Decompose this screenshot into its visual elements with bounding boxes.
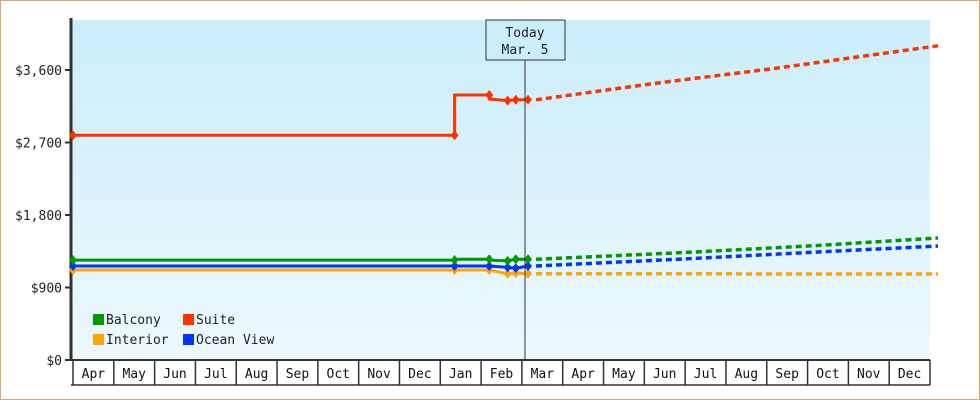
data-point-marker[interactable]: [511, 254, 520, 265]
forecast-line-balcony: [535, 236, 939, 262]
data-point-marker[interactable]: [485, 260, 494, 271]
y-tick-label: $2,700: [15, 137, 62, 152]
today-date: Mar. 5: [502, 43, 549, 58]
y-axis: $0 $900 $1,800 $2,700 $3,600: [15, 18, 73, 369]
legend-swatch: [93, 334, 104, 345]
x-tick-label: Aug: [245, 367, 268, 382]
data-point-marker[interactable]: [503, 262, 512, 273]
data-point-marker[interactable]: [524, 260, 533, 271]
x-tick-label: Apr: [82, 367, 106, 382]
series-lines: [69, 44, 939, 279]
x-tick-label: Sep: [286, 367, 310, 382]
data-point-marker[interactable]: [511, 94, 520, 105]
x-tick-label: Jan: [449, 367, 472, 382]
x-tick-label: May: [122, 367, 146, 382]
forecast-line-suite: [535, 44, 939, 102]
x-tick-label: Jul: [204, 367, 227, 382]
today-label: Today: [505, 26, 544, 41]
x-axis: Apr May Jun Jul Aug Sep Oct Nov Dec Jan Feb Mar Apr M…: [71, 359, 931, 386]
legend-label[interactable]: Ocean View: [196, 333, 274, 348]
data-point-marker[interactable]: [69, 130, 77, 141]
x-tick-label: Apr: [571, 367, 595, 382]
x-tick-label: Jun: [653, 367, 676, 382]
data-point-marker[interactable]: [503, 268, 512, 279]
data-point-marker[interactable]: [524, 254, 533, 265]
legend-swatch: [93, 314, 104, 325]
data-point-marker[interactable]: [503, 95, 512, 106]
data-point-marker[interactable]: [485, 254, 494, 265]
x-tick-label: Nov: [367, 367, 391, 382]
legend-swatch: [183, 334, 194, 345]
y-tick-label: $900: [31, 282, 62, 297]
plot-area: [71, 20, 930, 360]
legend-label[interactable]: Interior: [106, 333, 169, 348]
forecast-line-ocean-view: [535, 244, 939, 268]
legend-label[interactable]: Balcony: [106, 313, 161, 328]
series-line-balcony: [73, 257, 528, 263]
today-marker: Today Mar. 5: [485, 19, 566, 360]
data-point-marker[interactable]: [69, 260, 77, 271]
legend: Balcony Suite Interior Ocean View: [93, 313, 274, 348]
x-tick-label: Aug: [735, 367, 758, 382]
x-tick-label: Oct: [816, 367, 839, 382]
data-point-marker[interactable]: [524, 268, 533, 279]
legend-label[interactable]: Suite: [196, 313, 235, 328]
x-tick-label: Dec: [408, 367, 431, 382]
x-tick-label: Dec: [898, 367, 921, 382]
y-tick-label: $3,600: [15, 64, 62, 79]
data-point-marker[interactable]: [69, 255, 77, 266]
x-tick-label: Jun: [163, 367, 186, 382]
data-point-marker[interactable]: [450, 255, 459, 266]
x-tick-label: May: [612, 367, 636, 382]
x-tick-label: Oct: [327, 367, 350, 382]
data-point-marker[interactable]: [503, 255, 512, 266]
data-point-marker[interactable]: [450, 130, 459, 141]
x-tick-label: Sep: [775, 367, 799, 382]
data-point-marker[interactable]: [524, 94, 533, 105]
x-tick-label: Jul: [694, 367, 717, 382]
y-tick-label: $0: [46, 354, 62, 369]
x-tick-label: Nov: [857, 367, 881, 382]
data-point-marker[interactable]: [511, 263, 520, 274]
data-point-marker[interactable]: [450, 260, 459, 271]
x-tick-label: Mar: [531, 367, 555, 382]
data-point-marker[interactable]: [485, 89, 494, 100]
x-tick-label: Feb: [490, 367, 514, 382]
y-tick-label: $1,800: [15, 209, 62, 224]
legend-swatch: [183, 314, 194, 325]
